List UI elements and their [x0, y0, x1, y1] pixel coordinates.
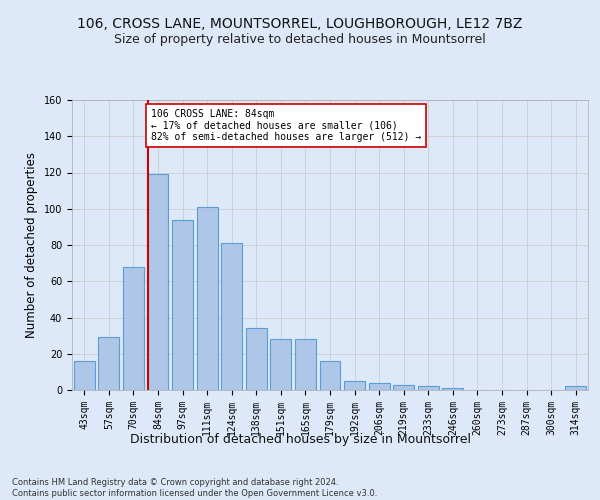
- Bar: [442, 388, 463, 390]
- Text: Contains HM Land Registry data © Crown copyright and database right 2024.
Contai: Contains HM Land Registry data © Crown c…: [12, 478, 377, 498]
- Bar: [98, 338, 119, 390]
- Bar: [295, 339, 316, 390]
- Bar: [271, 339, 292, 390]
- Bar: [565, 386, 586, 390]
- Bar: [320, 361, 340, 390]
- Bar: [246, 328, 267, 390]
- Bar: [221, 243, 242, 390]
- Bar: [148, 174, 169, 390]
- Bar: [74, 361, 95, 390]
- Text: 106 CROSS LANE: 84sqm
← 17% of detached houses are smaller (106)
82% of semi-det: 106 CROSS LANE: 84sqm ← 17% of detached …: [151, 109, 421, 142]
- Bar: [368, 383, 389, 390]
- Bar: [172, 220, 193, 390]
- Text: Distribution of detached houses by size in Mountsorrel: Distribution of detached houses by size …: [130, 432, 470, 446]
- Text: Size of property relative to detached houses in Mountsorrel: Size of property relative to detached ho…: [114, 32, 486, 46]
- Y-axis label: Number of detached properties: Number of detached properties: [25, 152, 38, 338]
- Bar: [197, 207, 218, 390]
- Text: 106, CROSS LANE, MOUNTSORREL, LOUGHBOROUGH, LE12 7BZ: 106, CROSS LANE, MOUNTSORREL, LOUGHBOROU…: [77, 18, 523, 32]
- Bar: [344, 381, 365, 390]
- Bar: [393, 384, 414, 390]
- Bar: [123, 267, 144, 390]
- Bar: [418, 386, 439, 390]
